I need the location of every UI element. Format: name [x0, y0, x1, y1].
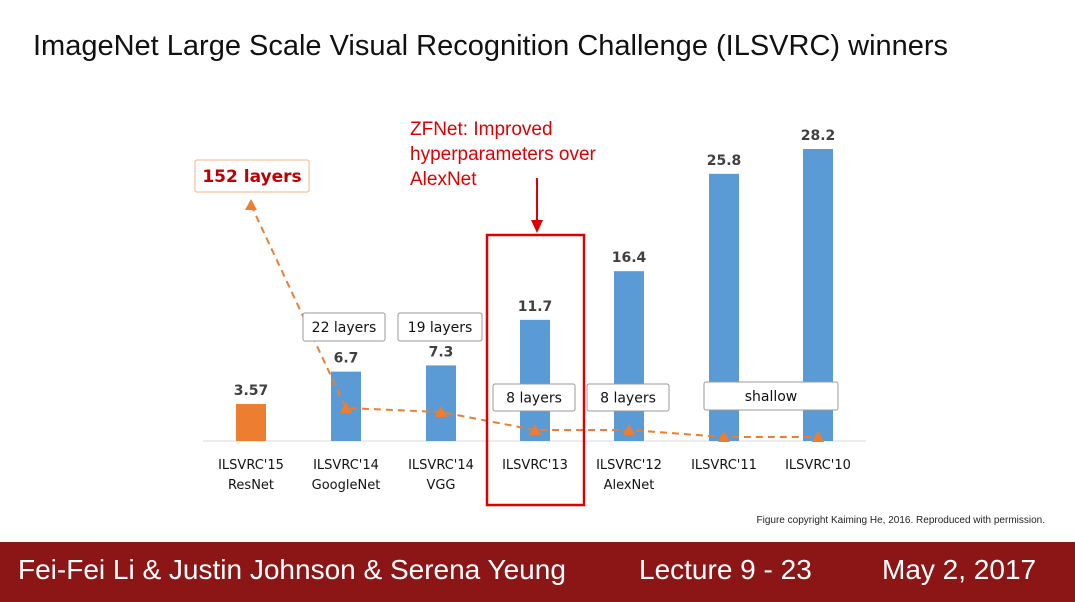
trend-marker: [435, 406, 447, 417]
layer-label-box: [397, 312, 483, 342]
category-label: GoogleNet: [312, 478, 381, 493]
error-rate-chart: 3.57 ILSVRC'15 ResNet 6.7 ILSVRC'14 GoogleNet…: [194, 119, 866, 507]
category-label: ILSVRC'13: [502, 458, 568, 473]
figure-caption: Figure copyright Kaiming He, 2016. Repro…: [756, 515, 1045, 526]
bar-value-label: 16.4: [612, 250, 647, 266]
bar-value-label: 11.7: [518, 299, 553, 315]
bar-value-label: 3.57: [234, 383, 269, 399]
trend-marker: [245, 199, 257, 210]
layer-label: shallow: [745, 389, 798, 405]
category-label: ILSVRC'10: [785, 458, 851, 473]
category-label: ILSVRC'15: [218, 458, 284, 473]
layer-label-box: [492, 383, 576, 412]
bar: [520, 319, 550, 441]
layer-label: 19 layers: [408, 320, 473, 336]
zfnet-highlight-box: [485, 233, 586, 507]
bar-value-label: 25.8: [707, 153, 742, 169]
layer-label: 152 layers: [202, 167, 301, 187]
bar-value-label: 7.3: [429, 344, 454, 360]
category-label: ILSVRC'12: [596, 458, 662, 473]
layer-label-box: [703, 381, 839, 411]
category-label: ILSVRC'14: [313, 458, 379, 473]
layer-label: 22 layers: [312, 320, 377, 336]
layer-label: 8 layers: [600, 391, 656, 407]
footer-bar: Fei-Fei Li & Justin Johnson & Serena Yeu…: [0, 542, 1075, 602]
zfnet-annotation-text: AlexNet: [410, 169, 477, 190]
footer-date: May 2, 2017: [882, 554, 1037, 585]
category-label: ILSVRC'11: [691, 458, 757, 473]
layer-label-box: [194, 159, 310, 193]
slide-title: ImageNet Large Scale Visual Recognition …: [33, 30, 949, 62]
bar-value-label: 28.2: [801, 128, 836, 144]
trend-marker: [718, 431, 730, 442]
zfnet-annotation-text: hyperparameters over: [410, 144, 597, 165]
category-label: AlexNet: [604, 478, 655, 493]
bar-value-label: 6.7: [334, 351, 359, 367]
layer-label-box: [302, 312, 386, 342]
bar: [236, 404, 266, 441]
footer-authors: Fei-Fei Li & Justin Johnson & Serena Yeu…: [18, 554, 566, 585]
bar: [426, 365, 456, 441]
category-label: ResNet: [228, 478, 274, 493]
trend-marker: [340, 402, 352, 413]
trend-marker: [623, 424, 635, 435]
annotation-arrow-head: [531, 220, 543, 233]
category-label: ILSVRC'14: [408, 458, 474, 473]
footer-lecture: Lecture 9 - 23: [639, 554, 812, 585]
trend-marker: [812, 431, 824, 442]
layer-label-box: [586, 383, 670, 412]
bar: [614, 271, 644, 441]
layer-label: 8 layers: [506, 391, 562, 407]
category-label: VGG: [426, 478, 455, 493]
zfnet-annotation-text: ZFNet: Improved: [410, 119, 553, 140]
trend-marker: [529, 424, 541, 435]
